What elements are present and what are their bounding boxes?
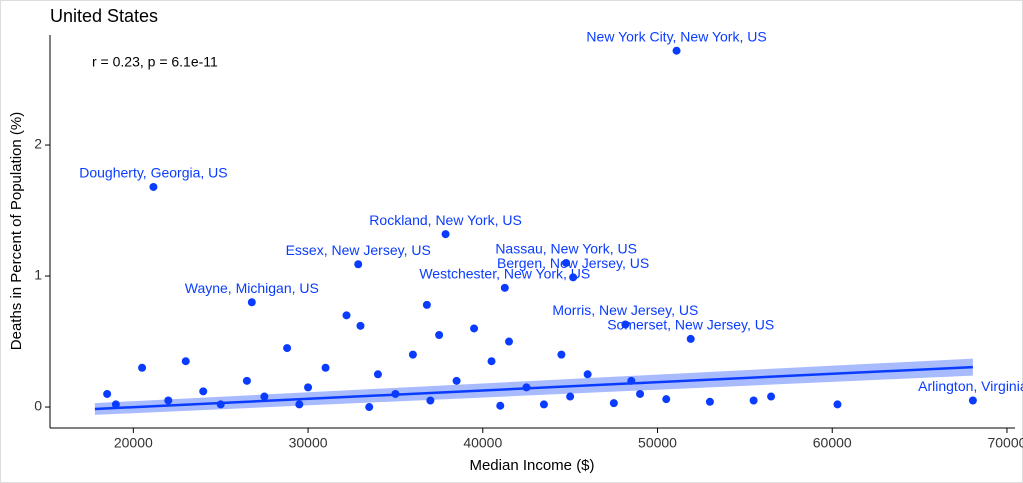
point	[968, 396, 977, 405]
point	[767, 392, 776, 401]
point-label: Arlington, Virginia	[918, 378, 1023, 394]
y-tick-label: 0	[34, 398, 42, 414]
point	[373, 370, 382, 379]
x-tick-label: 70000	[987, 435, 1023, 451]
y-axis-label: Deaths in Percent of Population (%)	[8, 112, 25, 350]
point	[504, 337, 513, 346]
point	[566, 392, 575, 401]
point	[342, 311, 351, 320]
point	[408, 350, 417, 359]
point-label: Bergen, New Jersey, US	[497, 255, 649, 271]
point	[181, 357, 190, 366]
point	[260, 392, 269, 401]
x-axis-label: Median Income ($)	[469, 457, 594, 474]
point	[365, 403, 374, 412]
point	[247, 298, 256, 307]
point	[833, 400, 842, 409]
point	[500, 283, 509, 292]
point	[242, 376, 251, 385]
point-label: New York City, New York, US	[586, 28, 766, 44]
point	[609, 399, 618, 408]
point-label: Wayne, Michigan, US	[185, 280, 319, 296]
point	[686, 334, 695, 343]
y-tick-label: 2	[34, 136, 42, 152]
point-label: Morris, New Jersey, US	[552, 302, 698, 318]
x-tick-label: 20000	[114, 435, 153, 451]
point	[138, 363, 147, 372]
point	[216, 400, 225, 409]
point	[749, 396, 758, 405]
point	[304, 383, 313, 392]
x-tick-label: 30000	[289, 435, 328, 451]
point	[496, 401, 505, 410]
x-tick-label: 60000	[813, 435, 852, 451]
x-tick-label: 50000	[638, 435, 677, 451]
point	[569, 273, 578, 282]
point	[149, 182, 158, 191]
chart-title: United States	[50, 6, 158, 26]
point	[470, 324, 479, 333]
point	[111, 400, 120, 409]
point	[283, 344, 292, 353]
point	[627, 376, 636, 385]
point	[557, 350, 566, 359]
point	[636, 389, 645, 398]
fit-line	[94, 365, 973, 411]
point-label: Dougherty, Georgia, US	[79, 165, 227, 181]
point	[422, 300, 431, 309]
point	[435, 330, 444, 339]
point	[621, 320, 630, 329]
confidence-band	[94, 358, 973, 415]
point	[672, 46, 681, 55]
point	[426, 396, 435, 405]
point	[199, 387, 208, 396]
point	[539, 400, 548, 409]
annotation: r = 0.23, p = 6.1e-11	[92, 54, 218, 70]
point	[662, 395, 671, 404]
point-label: Nassau, New York, US	[495, 241, 637, 257]
point-label: Rockland, New York, US	[369, 212, 522, 228]
point	[452, 376, 461, 385]
x-tick-label: 40000	[463, 435, 502, 451]
point-label: Westchester, New York, US	[419, 266, 590, 282]
point	[562, 258, 571, 267]
point	[441, 230, 450, 239]
point	[583, 370, 592, 379]
point	[705, 397, 714, 406]
point	[103, 389, 112, 398]
point-label: Somerset, New Jersey, US	[607, 317, 774, 333]
point	[356, 321, 365, 330]
point	[522, 383, 531, 392]
point	[295, 400, 304, 409]
point	[164, 396, 173, 405]
point	[487, 357, 496, 366]
point	[391, 389, 400, 398]
y-tick-label: 1	[34, 267, 42, 283]
point	[321, 363, 330, 372]
point	[354, 260, 363, 269]
point-label: Essex, New Jersey, US	[286, 242, 431, 258]
